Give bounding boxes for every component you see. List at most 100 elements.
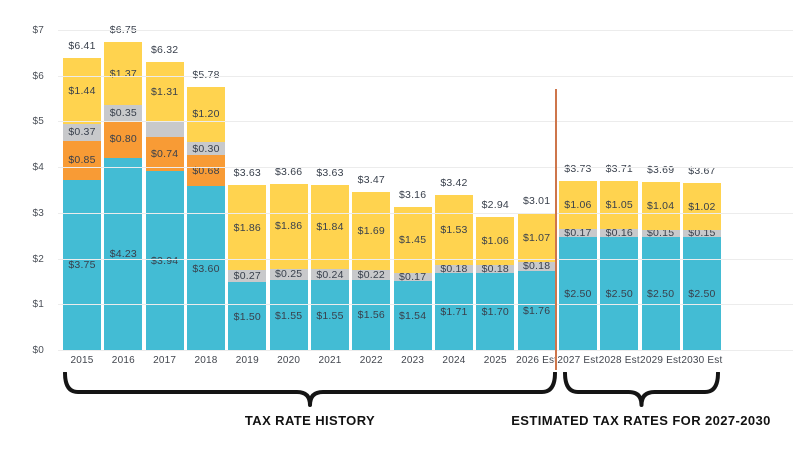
segment-value-label: $0.74 [151, 147, 179, 160]
x-axis-label: 2017 [153, 355, 177, 366]
segment-yellow: $1.02 [682, 183, 721, 230]
segment-value-label: $0.85 [68, 154, 96, 167]
segment-yellow: $1.45 [393, 206, 432, 273]
segment-teal: $3.60 [186, 186, 225, 351]
segment-teal: $1.50 [228, 282, 267, 351]
segment-value-label: $1.45 [398, 233, 427, 246]
y-tick-label: $0 [32, 345, 44, 356]
gridline [58, 121, 793, 123]
segment-teal: $1.56 [352, 279, 391, 351]
bar-2030-est: $2.50 $0.15 $1.02 $3.67 2030 Est [681, 31, 722, 366]
segment-value-label: $0.24 [316, 268, 344, 281]
segment-gray: $0.27 [228, 270, 267, 283]
estimate-brace [563, 372, 720, 407]
segment-teal: $3.75 [63, 179, 101, 351]
segment-teal: $2.50 [558, 236, 597, 351]
bar-2015: $3.75 $0.85 $0.37 $1.44 $6.41 2015 [63, 31, 101, 366]
bar-total-label: $3.47 [357, 174, 385, 187]
bar-2018: $3.60 $0.68$0.30 $1.20 $5.78 2018 [186, 31, 225, 366]
segment-yellow: $1.07 [517, 213, 556, 263]
x-axis-label: 2029 Est [640, 355, 682, 366]
y-tick-label: $1 [32, 299, 44, 311]
segment-gray: $0.25 [269, 268, 308, 281]
bar-total-label: $5.78 [192, 69, 219, 81]
segment-yellow: $1.06 [476, 216, 515, 266]
segment-value-label: $3.94 [151, 254, 179, 267]
segment-gray: $0.37 [63, 123, 101, 141]
segment-value-label: $1.07 [522, 231, 551, 244]
segment-value-label: $2.50 [688, 287, 716, 300]
segment-gray: $0.17 [558, 227, 597, 239]
segment-value-label: $1.04 [646, 200, 675, 213]
segment-value-label: $0.15 [688, 227, 716, 240]
gridline [58, 212, 793, 214]
segment-value-label: $0.15 [646, 227, 675, 240]
y-tick-label: $2 [32, 253, 44, 265]
segment-teal: $2.50 [682, 236, 721, 351]
bar-2027-est: $2.50 $0.17 $1.06 $3.73 2027 Est [557, 31, 598, 367]
history-brace-path [63, 372, 557, 407]
segment-value-label: $0.16 [605, 227, 633, 240]
estimate-brace-label: ESTIMATED TAX RATES FOR 2027-2030 [511, 413, 771, 428]
segment-value-label: $2.50 [605, 287, 633, 300]
x-axis-label: 2018 [194, 355, 218, 366]
segment-value-label: $1.20 [192, 108, 220, 121]
x-axis-label: 2021 [318, 355, 342, 366]
gridline [58, 30, 793, 31]
segment-value-label: $1.31 [151, 86, 179, 99]
bar-total-label: $3.42 [440, 176, 468, 189]
y-tick-label: $7 [32, 25, 44, 36]
bar-total-label: $2.94 [481, 198, 509, 211]
segment-yellow: $1.05 [600, 181, 639, 230]
segment-value-label: $0.80 [109, 133, 137, 146]
segment-teal: $1.55 [269, 280, 308, 351]
segment-gray: $0.22 [352, 268, 391, 281]
segment-value-label: $1.70 [481, 306, 509, 319]
segment-teal: $4.23 [104, 157, 143, 351]
gridline [58, 350, 793, 351]
segment-gray: $0.16 [600, 227, 639, 240]
segment-value-label: $0.37 [68, 126, 96, 139]
segment-value-label: $1.50 [233, 310, 261, 323]
segment-value-label: $3.60 [192, 262, 220, 275]
segment-value-label: $0.18 [481, 263, 509, 276]
segment-yellow: $1.44 [63, 58, 101, 124]
segment-orange: $0.85 [63, 140, 101, 180]
x-axis-label: 2019 [235, 355, 259, 366]
segment-value-label: $0.30 [192, 142, 220, 155]
bar-2017: $3.94 $0.74 $1.31 $6.32 2017 [145, 31, 184, 366]
segment-gray: $0.18 [434, 263, 473, 275]
x-axis-label: 2015 [70, 355, 94, 366]
segment-yellow: $1.86 [228, 185, 267, 271]
bar-2016: $4.23 $0.80 $0.35 $1.37 $6.75 2016 [104, 24, 143, 366]
segment-teal: $1.54 [393, 280, 432, 351]
segment-value-label: $1.44 [68, 84, 96, 97]
bar-total-label: $3.63 [316, 167, 344, 180]
x-axis-label: 2020 [277, 355, 301, 366]
bar-total-label: $3.69 [646, 164, 675, 177]
gridline [58, 258, 793, 260]
bar-total-label: $3.63 [233, 167, 261, 180]
segment-yellow: $1.31 [145, 62, 184, 122]
x-axis-label: 2023 [401, 355, 425, 366]
segment-value-label: $2.50 [564, 287, 592, 300]
y-tick-label: $6 [32, 70, 44, 82]
y-tick-label: $4 [32, 162, 44, 174]
estimate-brace-path [563, 372, 720, 407]
bar-total-label: $3.71 [605, 163, 633, 176]
x-axis-label: 2030 Est [681, 355, 723, 366]
history-brace [63, 372, 557, 407]
bar-2028-est: $2.50 $0.16 $1.05 $3.71 2028 Est [599, 31, 640, 366]
segment-value-label: $0.25 [275, 268, 303, 281]
segment-yellow: $1.69 [352, 192, 391, 270]
bar-total-label: $3.73 [564, 162, 592, 175]
segment-value-label: $0.17 [398, 270, 427, 283]
bar-2020: $1.55 $0.25 $1.86 $3.66 2020 [269, 31, 308, 366]
segment-value-label: $1.86 [233, 221, 261, 234]
segment-value-label: $0.22 [357, 268, 385, 281]
segment-yellow: $1.06 [558, 180, 597, 229]
bar-2021: $1.55 $0.24 $1.84 $3.63 2021 [310, 31, 349, 366]
segment-orange: $0.80 [104, 121, 143, 158]
segment-orange: $0.68 [186, 155, 225, 187]
segment-value-label: $1.86 [275, 220, 303, 233]
